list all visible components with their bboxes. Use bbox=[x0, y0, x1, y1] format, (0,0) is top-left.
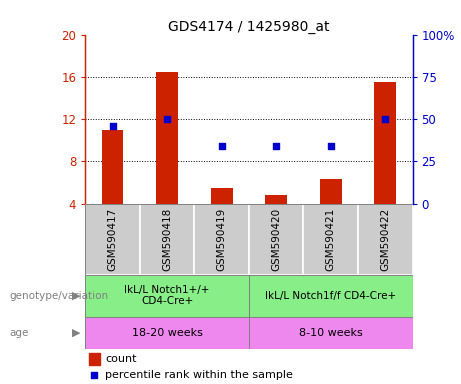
Bar bbox=[249, 317, 413, 349]
Text: count: count bbox=[105, 354, 136, 364]
Bar bbox=[85, 317, 249, 349]
Point bbox=[382, 116, 389, 122]
Text: GSM590420: GSM590420 bbox=[271, 207, 281, 271]
Title: GDS4174 / 1425980_at: GDS4174 / 1425980_at bbox=[168, 20, 330, 33]
Text: IkL/L Notch1+/+
CD4-Cre+: IkL/L Notch1+/+ CD4-Cre+ bbox=[124, 285, 210, 306]
Bar bbox=[249, 275, 413, 317]
Bar bbox=[374, 82, 396, 204]
Text: GSM590422: GSM590422 bbox=[380, 207, 390, 271]
Bar bbox=[195, 204, 249, 275]
Text: 18-20 weeks: 18-20 weeks bbox=[132, 328, 202, 338]
Point bbox=[327, 143, 334, 149]
Text: percentile rank within the sample: percentile rank within the sample bbox=[105, 370, 293, 381]
Point bbox=[91, 372, 98, 379]
Bar bbox=[249, 204, 303, 275]
Bar bbox=[266, 195, 287, 204]
Bar bbox=[211, 188, 233, 204]
Bar bbox=[358, 204, 413, 275]
Point bbox=[272, 143, 280, 149]
Bar bbox=[85, 275, 249, 317]
Bar bbox=[303, 204, 358, 275]
Text: GSM590419: GSM590419 bbox=[217, 207, 227, 271]
Text: GSM590418: GSM590418 bbox=[162, 207, 172, 271]
Text: GSM590417: GSM590417 bbox=[107, 207, 118, 271]
Bar bbox=[89, 353, 100, 365]
Bar bbox=[156, 71, 178, 204]
Point bbox=[163, 116, 171, 122]
Text: 8-10 weeks: 8-10 weeks bbox=[299, 328, 363, 338]
Text: GSM590421: GSM590421 bbox=[326, 207, 336, 271]
Bar bbox=[140, 204, 195, 275]
Text: ▶: ▶ bbox=[72, 291, 81, 301]
Point bbox=[109, 123, 116, 129]
Bar bbox=[85, 204, 140, 275]
Text: age: age bbox=[9, 328, 29, 338]
Bar bbox=[101, 130, 124, 204]
Point bbox=[218, 143, 225, 149]
Text: ▶: ▶ bbox=[72, 328, 81, 338]
Text: genotype/variation: genotype/variation bbox=[9, 291, 108, 301]
Bar bbox=[320, 179, 342, 204]
Text: IkL/L Notch1f/f CD4-Cre+: IkL/L Notch1f/f CD4-Cre+ bbox=[265, 291, 396, 301]
